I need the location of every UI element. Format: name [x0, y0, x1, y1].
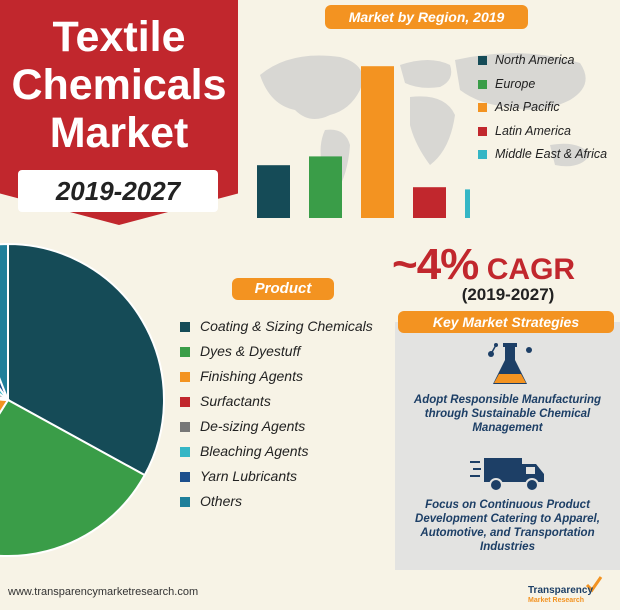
legend-swatch	[180, 447, 190, 458]
legend-label: Middle East & Africa	[495, 147, 608, 161]
pie-slice-surfactants	[0, 396, 9, 401]
legend-label: Finishing Agents	[200, 368, 303, 384]
legend-item: Finishing Agents	[180, 367, 373, 385]
cagr-value: ~4%	[392, 240, 479, 289]
title-line-3: Market	[49, 109, 189, 157]
legend-label: Europe	[495, 76, 536, 91]
legend-swatch	[180, 372, 190, 383]
legend-item: Latin America	[478, 123, 607, 139]
cagr-label: CAGR	[486, 253, 576, 286]
legend-swatch	[180, 472, 190, 483]
flask-icon	[488, 343, 532, 384]
legend-swatch	[180, 497, 190, 508]
legend-swatch	[478, 126, 487, 136]
brand-name: Transparency Market Research	[528, 586, 593, 606]
legend-label: North America	[495, 53, 575, 67]
legend-swatch	[180, 322, 190, 333]
world-map-icon	[260, 53, 590, 195]
region-legend: North America Europe Asia Pacific Latin …	[478, 52, 607, 162]
legend-label: Yarn Lubricants	[200, 468, 298, 484]
brand-line-2: Market Research	[528, 597, 585, 604]
strategy-text-1: Adopt Responsible Manufacturing through …	[413, 394, 602, 434]
bar-north-america	[257, 165, 290, 218]
legend-item: Others	[180, 492, 373, 510]
years-box: 2019-2027	[18, 170, 218, 212]
pie-slice-finishing	[0, 398, 10, 415]
brand-line-1: Transparency	[528, 585, 594, 596]
bar-latin-america	[413, 187, 446, 218]
legend-swatch	[478, 56, 487, 66]
legend-swatch	[478, 79, 487, 89]
legend-item: Yarn Lubricants	[180, 467, 373, 485]
legend-item: Europe	[478, 76, 607, 92]
legend-item: Bleaching Agents	[180, 442, 373, 460]
pie-slice-coating-sizing	[7, 242, 165, 477]
pie-slice-dyes	[0, 398, 147, 557]
bar-middle-east-africa	[465, 189, 470, 218]
legend-label: Latin America	[495, 123, 571, 138]
legend-label: Asia Pacific	[495, 100, 560, 114]
legend-label: De-sizing Agents	[200, 418, 306, 434]
legend-swatch	[478, 103, 487, 113]
legend-item: De-sizing Agents	[180, 417, 373, 435]
legend-item: Surfactants	[180, 392, 373, 410]
footer-url[interactable]: www.transparencymarketresearch.com	[8, 586, 199, 598]
legend-item: Middle East & Africa	[478, 146, 607, 162]
legend-item: Dyes & Dyestuff	[180, 342, 373, 360]
legend-swatch	[478, 150, 487, 160]
legend-label: Others	[200, 493, 243, 509]
title-line-2: Chemicals	[11, 61, 227, 109]
truck-icon	[470, 458, 544, 492]
cagr-block: ~4% CAGR	[392, 240, 620, 290]
strategy-text-2: Focus on Continuous Product Development …	[415, 499, 600, 553]
legend-label: Coating & Sizing Chemicals	[200, 318, 373, 334]
strategies-heading: Key Market Strategies	[398, 311, 614, 333]
legend-label: Bleaching Agents	[200, 443, 309, 459]
legend-swatch	[180, 422, 190, 433]
bar-asia-pacific	[361, 66, 394, 218]
region-bar-chart	[257, 66, 470, 218]
cagr-period: (2019-2027)	[461, 285, 555, 304]
product-heading: Product	[232, 278, 334, 300]
legend-label: Dyes & Dyestuff	[200, 343, 301, 359]
bar-europe	[309, 156, 342, 218]
legend-swatch	[180, 397, 190, 408]
product-pie-chart	[0, 242, 165, 557]
brand-logo-icon	[585, 576, 603, 593]
product-legend: Coating & Sizing Chemicals Dyes & Dyestu…	[180, 317, 373, 510]
footer	[0, 578, 620, 610]
pie-slice-others	[0, 242, 9, 401]
legend-swatch	[180, 347, 190, 358]
title-line-1: Textile	[52, 13, 186, 61]
legend-item: Asia Pacific	[478, 99, 607, 115]
legend-label: Surfactants	[200, 393, 271, 409]
legend-item: North America	[478, 52, 607, 68]
region-heading: Market by Region, 2019	[325, 5, 528, 29]
legend-item: Coating & Sizing Chemicals	[180, 317, 373, 335]
